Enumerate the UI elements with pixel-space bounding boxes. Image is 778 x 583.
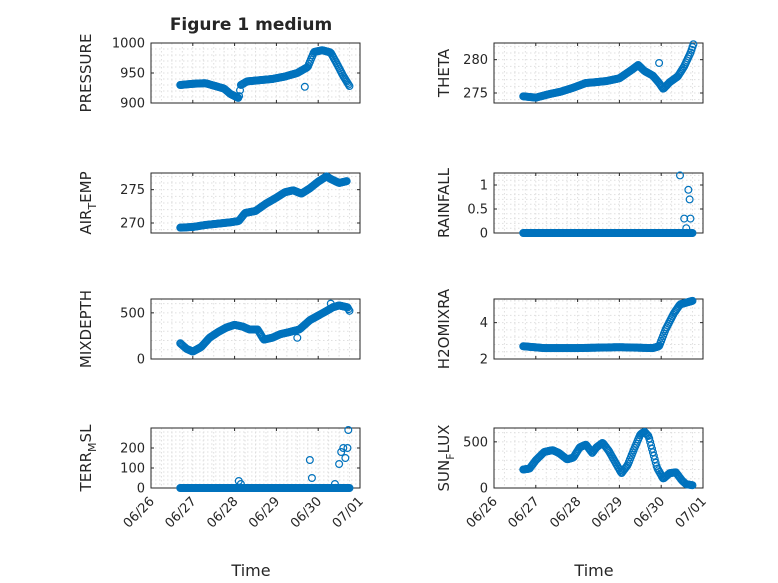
panel-airtemp: 270 275 AIRTEMP (77, 171, 361, 235)
y-tick-label: 4 (480, 316, 488, 331)
y-axis-label: H2OMIXRA (435, 288, 453, 369)
panel-pressure: 900 950 1000 PRESSURE (77, 34, 361, 113)
y-tick-label: 0.5 (467, 203, 488, 218)
data-point (686, 214, 695, 223)
figure-title: Figure 1 medium (170, 15, 332, 35)
panel-sunflux: 06/26 06/27 06/28 06/29 06/30 07/01 0 500 SUNFLU… (435, 425, 710, 532)
y-axis-label: PRESSURE (77, 34, 95, 113)
data-point (689, 40, 698, 49)
x-tick-label: 06/28 (204, 494, 241, 531)
x-tick-label: 06/27 (163, 494, 200, 531)
y-tick-label: 0 (137, 353, 145, 368)
y-tick-label: 0 (480, 227, 488, 242)
panel-rainfall: 0 0.5 1 RAINFALL (435, 167, 704, 242)
x-tick-label: 06/26 (464, 494, 501, 531)
data-point (343, 444, 352, 453)
y-tick-label: 275 (120, 183, 145, 198)
data-point (326, 299, 335, 308)
x-axis-label-right: Time (573, 561, 613, 580)
data-point (341, 454, 350, 463)
y-axis-label: RAINFALL (435, 167, 453, 238)
data-point (687, 229, 696, 238)
data-point (345, 82, 354, 91)
x-axis-label-left: Time (230, 561, 270, 580)
data-point (345, 306, 354, 315)
y-tick-label: 500 (463, 435, 488, 450)
data-point (676, 171, 685, 180)
data-point (330, 480, 339, 489)
data-point (335, 460, 344, 469)
panel-terrmsl: 06/26 06/27 06/28 06/29 06/30 07/01 0 100 200 TER… (77, 424, 367, 531)
y-tick-label: 100 (120, 462, 145, 477)
y-axis-label: TERRMSL (77, 424, 99, 493)
x-tick-label: 06/29 (246, 494, 283, 531)
x-tick-label: 06/30 (631, 494, 668, 531)
y-tick-label: 900 (120, 97, 145, 112)
x-tick-label: 06/26 (121, 494, 158, 531)
data-point (655, 58, 664, 67)
data-point (305, 456, 314, 465)
panel-h2omixra: 2 4 H2OMIXRA (435, 288, 704, 369)
y-tick-label: 0 (137, 482, 145, 497)
data-point (344, 80, 353, 89)
y-tick-label: 2 (480, 353, 488, 368)
data-point (345, 484, 354, 493)
x-tick-label: 07/01 (673, 494, 710, 531)
axes-box (493, 427, 704, 489)
axes-box (150, 298, 361, 360)
y-tick-label: 200 (120, 442, 145, 457)
data-point (688, 296, 697, 305)
axes-box (493, 42, 704, 104)
x-tick-label: 06/29 (589, 494, 626, 531)
data-point (621, 464, 630, 473)
data-point (685, 195, 694, 204)
data-point (688, 481, 697, 490)
y-tick-label: 1 (480, 179, 488, 194)
axes-box (150, 172, 361, 234)
data-point (236, 480, 245, 489)
data-point (293, 333, 302, 342)
data-point (602, 444, 611, 453)
y-tick-label: 270 (120, 217, 145, 232)
y-tick-label: 950 (120, 67, 145, 82)
x-tick-label: 07/01 (330, 494, 367, 531)
y-tick-label: 500 (120, 306, 145, 321)
y-axis-label: SUNFLUX (435, 425, 457, 492)
x-tick-label: 06/30 (288, 494, 325, 531)
data-point (235, 92, 244, 101)
data-point (307, 474, 316, 483)
data-point (342, 177, 351, 186)
y-axis-label: THETA (435, 48, 453, 98)
data-point (682, 224, 691, 233)
y-tick-label: 280 (463, 53, 488, 68)
data-point (337, 448, 346, 457)
x-tick-label: 06/27 (506, 494, 543, 531)
y-axis-label: MIXDEPTH (77, 290, 95, 368)
y-tick-label: 1000 (112, 37, 145, 52)
data-point (339, 444, 348, 453)
data-point (300, 82, 309, 91)
panel-mixdepth: 0 500 MIXDEPTH (77, 290, 361, 368)
data-point (684, 185, 693, 194)
data-point (682, 229, 691, 238)
x-tick-label: 06/28 (547, 494, 584, 531)
y-tick-label: 275 (463, 87, 488, 102)
y-axis-label: AIRTEMP (77, 171, 99, 234)
axes-box (493, 298, 704, 360)
panel-theta: 275 280 THETA (435, 40, 704, 104)
y-tick-label: 0 (480, 482, 488, 497)
data-point (344, 426, 353, 435)
